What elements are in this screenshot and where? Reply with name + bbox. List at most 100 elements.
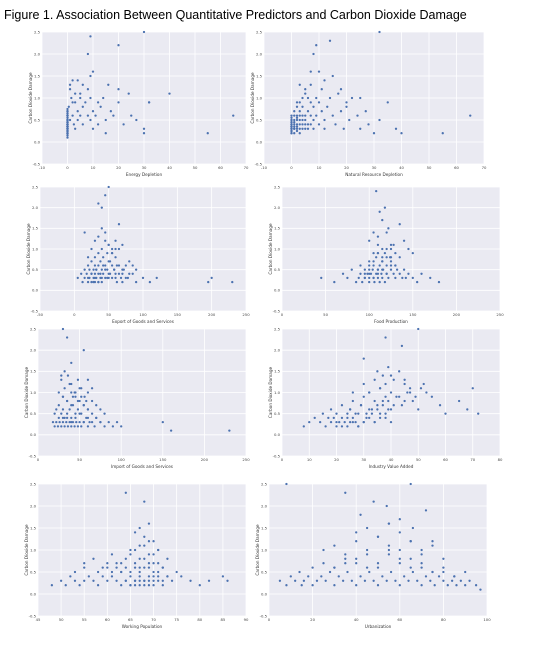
data-point [168,92,171,95]
scatter-panel-export-goods-services: -50 0 50 100 150 200 250 -0.5 0.0 0.5 1.0 1.5 2.0 2.5… [26,184,250,324]
data-point [97,264,100,267]
data-point [389,408,393,411]
y-tick-label: -0.5 [29,453,37,458]
data-point [61,408,65,411]
data-point [398,518,401,521]
data-point [76,118,79,122]
data-point [107,243,110,247]
data-point [66,129,69,133]
data-point [402,239,406,242]
data-point [290,125,293,128]
data-point [88,268,91,271]
data-point [68,420,71,424]
data-point [365,553,369,556]
x-tick-label: 10 [317,165,322,170]
data-point [442,579,445,582]
data-point [376,272,380,275]
data-point [175,570,178,574]
data-point [304,88,307,91]
data-point [411,399,414,403]
data-point [129,570,132,574]
y-tick-label: 0.5 [274,411,281,416]
x-tick-label: 10 [91,165,96,170]
data-point [354,280,358,284]
x-tick-label: 20 [344,165,349,170]
data-point [301,105,304,108]
data-point [61,416,65,420]
data-point [306,96,310,100]
data-point [57,391,60,394]
data-point [368,416,371,420]
y-tick-label: 1.5 [32,226,39,231]
data-point [121,280,124,284]
data-point [120,562,123,565]
x-tick-label: 60 [397,617,402,622]
data-point [301,96,304,100]
x-tick-label: 40 [389,457,394,462]
x-tick-label: -10 [261,165,268,170]
data-point [65,399,69,403]
data-point [398,256,401,259]
data-point [375,272,378,275]
data-point [385,247,388,251]
data-point [60,378,63,381]
data-point [376,370,379,373]
data-point [104,231,107,234]
data-point [337,92,340,95]
data-point [385,272,388,275]
scatter-panel-working-population: 45 50 55 60 65 70 75 80 85 90 -0.5 0.0 0.5 1.0 1.5 2.0 2… [24,481,249,629]
data-point [58,420,61,424]
data-point [110,575,114,578]
x-tick-label: 90 [244,617,249,622]
data-point [400,404,404,407]
data-point [290,127,293,130]
data-point [129,553,132,556]
data-point [307,575,310,578]
data-point [71,404,75,407]
data-point [381,218,384,222]
data-point [66,114,69,117]
data-point [355,540,358,543]
data-point [373,420,376,424]
data-point [76,408,80,411]
data-point [104,268,107,271]
y-tick-label: 1.0 [261,547,268,552]
data-point [189,579,192,582]
x-tick-label: 0 [281,457,284,462]
data-point [110,553,114,556]
data-point [157,575,160,578]
data-point [376,562,380,565]
data-point [385,504,388,508]
data-point [76,110,79,113]
data-point [350,268,353,271]
data-point [381,260,384,263]
y-tick-label: 0.0 [261,591,268,596]
data-point [117,44,120,47]
data-point [295,116,299,119]
data-point [79,114,82,117]
data-point [389,420,393,424]
data-point [124,557,127,560]
data-point [68,118,72,122]
y-tick-label: 2.5 [34,29,41,34]
data-point [76,276,79,280]
y-tick-label: 0.0 [256,139,263,144]
data-point [90,280,93,284]
data-point [66,116,69,119]
data-point [78,399,81,403]
data-point [180,575,183,578]
y-tick-label: 2.5 [261,481,268,486]
data-point [101,575,104,578]
data-point [143,579,146,582]
data-point [95,416,98,420]
data-point [363,579,367,582]
data-point [298,570,301,574]
data-point [79,96,82,100]
data-point [416,280,419,284]
data-point [232,114,235,117]
data-point [411,276,414,280]
x-axis-label: Industry Value Added [369,464,414,469]
data-point [102,264,105,267]
data-point [166,575,169,578]
data-point [381,268,384,271]
